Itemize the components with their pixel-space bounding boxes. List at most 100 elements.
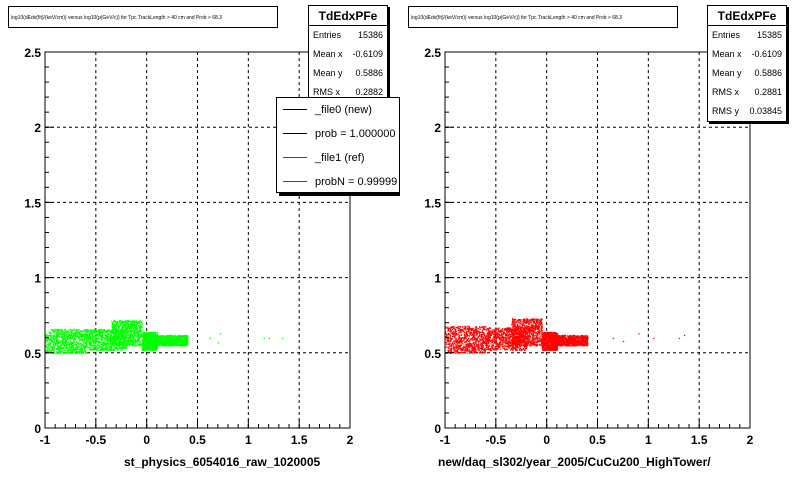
data-point (508, 336, 510, 338)
data-point (98, 330, 100, 332)
data-point (67, 334, 69, 337)
data-point (140, 345, 142, 347)
data-point (156, 348, 158, 350)
data-point (136, 332, 139, 334)
data-point (100, 339, 102, 341)
data-point (114, 347, 116, 349)
data-point (84, 339, 86, 341)
data-point (110, 336, 112, 338)
data-point (101, 336, 103, 338)
data-point (149, 337, 151, 339)
data-point (155, 341, 157, 343)
data-point (493, 336, 495, 338)
data-point (492, 329, 494, 331)
data-point (465, 332, 468, 334)
data-point (456, 349, 458, 351)
data-point (52, 329, 54, 331)
data-point (467, 339, 469, 341)
data-point (462, 337, 464, 339)
data-point (116, 335, 118, 337)
data-point (91, 339, 94, 341)
data-point (57, 352, 60, 354)
data-point (102, 329, 104, 331)
data-point (474, 331, 476, 333)
data-point (71, 332, 73, 334)
data-point (117, 322, 119, 324)
data-point (112, 328, 114, 331)
data-point (65, 330, 68, 333)
data-point (501, 339, 503, 341)
data-point (467, 350, 469, 352)
data-point (127, 320, 129, 322)
data-point (513, 344, 516, 346)
data-point (120, 339, 122, 341)
data-point (512, 345, 514, 348)
data-point (86, 334, 88, 336)
data-point (131, 345, 134, 347)
data-point (73, 351, 75, 353)
data-point (130, 343, 132, 346)
data-point (159, 339, 161, 341)
data-point (181, 345, 183, 347)
data-point (176, 341, 179, 343)
data-point (139, 326, 141, 328)
data-point (51, 346, 53, 349)
data-point (111, 349, 113, 351)
data-point (504, 336, 506, 339)
data-point (133, 340, 135, 342)
data-point (467, 328, 469, 330)
data-point (506, 337, 509, 339)
data-point (105, 336, 107, 338)
data-point (478, 347, 480, 349)
data-point (496, 345, 498, 347)
data-point (57, 341, 60, 343)
data-point (79, 342, 81, 344)
data-point (179, 338, 181, 340)
data-point (501, 344, 503, 346)
data-point (165, 339, 167, 341)
data-point (102, 349, 104, 351)
data-point (501, 335, 503, 337)
data-point (493, 339, 495, 341)
data-point (93, 337, 96, 339)
data-point (449, 345, 451, 347)
data-point (488, 332, 490, 334)
data-point (75, 344, 78, 346)
data-point (134, 343, 136, 345)
data-point (133, 322, 135, 324)
data-point (134, 339, 136, 341)
data-point (59, 348, 61, 350)
data-point (148, 344, 150, 346)
data-point (86, 331, 88, 334)
data-point (45, 335, 47, 338)
data-point (467, 335, 469, 337)
data-point (66, 337, 69, 340)
data-point (123, 332, 125, 334)
data-point (454, 340, 456, 342)
data-point (494, 346, 496, 348)
data-point (91, 334, 93, 336)
data-point (74, 338, 76, 340)
data-point (481, 334, 483, 336)
data-point (178, 341, 180, 343)
data-point (473, 332, 475, 334)
data-point (90, 349, 93, 351)
data-point (161, 335, 163, 338)
data-point (100, 347, 102, 349)
data-point (115, 336, 117, 338)
data-point (85, 335, 87, 337)
data-point (465, 336, 467, 338)
data-point (59, 352, 61, 354)
data-point (120, 334, 122, 336)
data-point (492, 341, 494, 343)
data-point (463, 339, 465, 341)
data-point (451, 343, 453, 345)
data-point (457, 337, 460, 340)
data-point (75, 348, 77, 351)
data-point (122, 347, 124, 349)
data-point (99, 334, 101, 336)
data-point (458, 336, 460, 338)
stats-row-entries: Entries 15386 (313, 30, 383, 40)
data-point (139, 341, 141, 343)
data-point (113, 334, 115, 336)
